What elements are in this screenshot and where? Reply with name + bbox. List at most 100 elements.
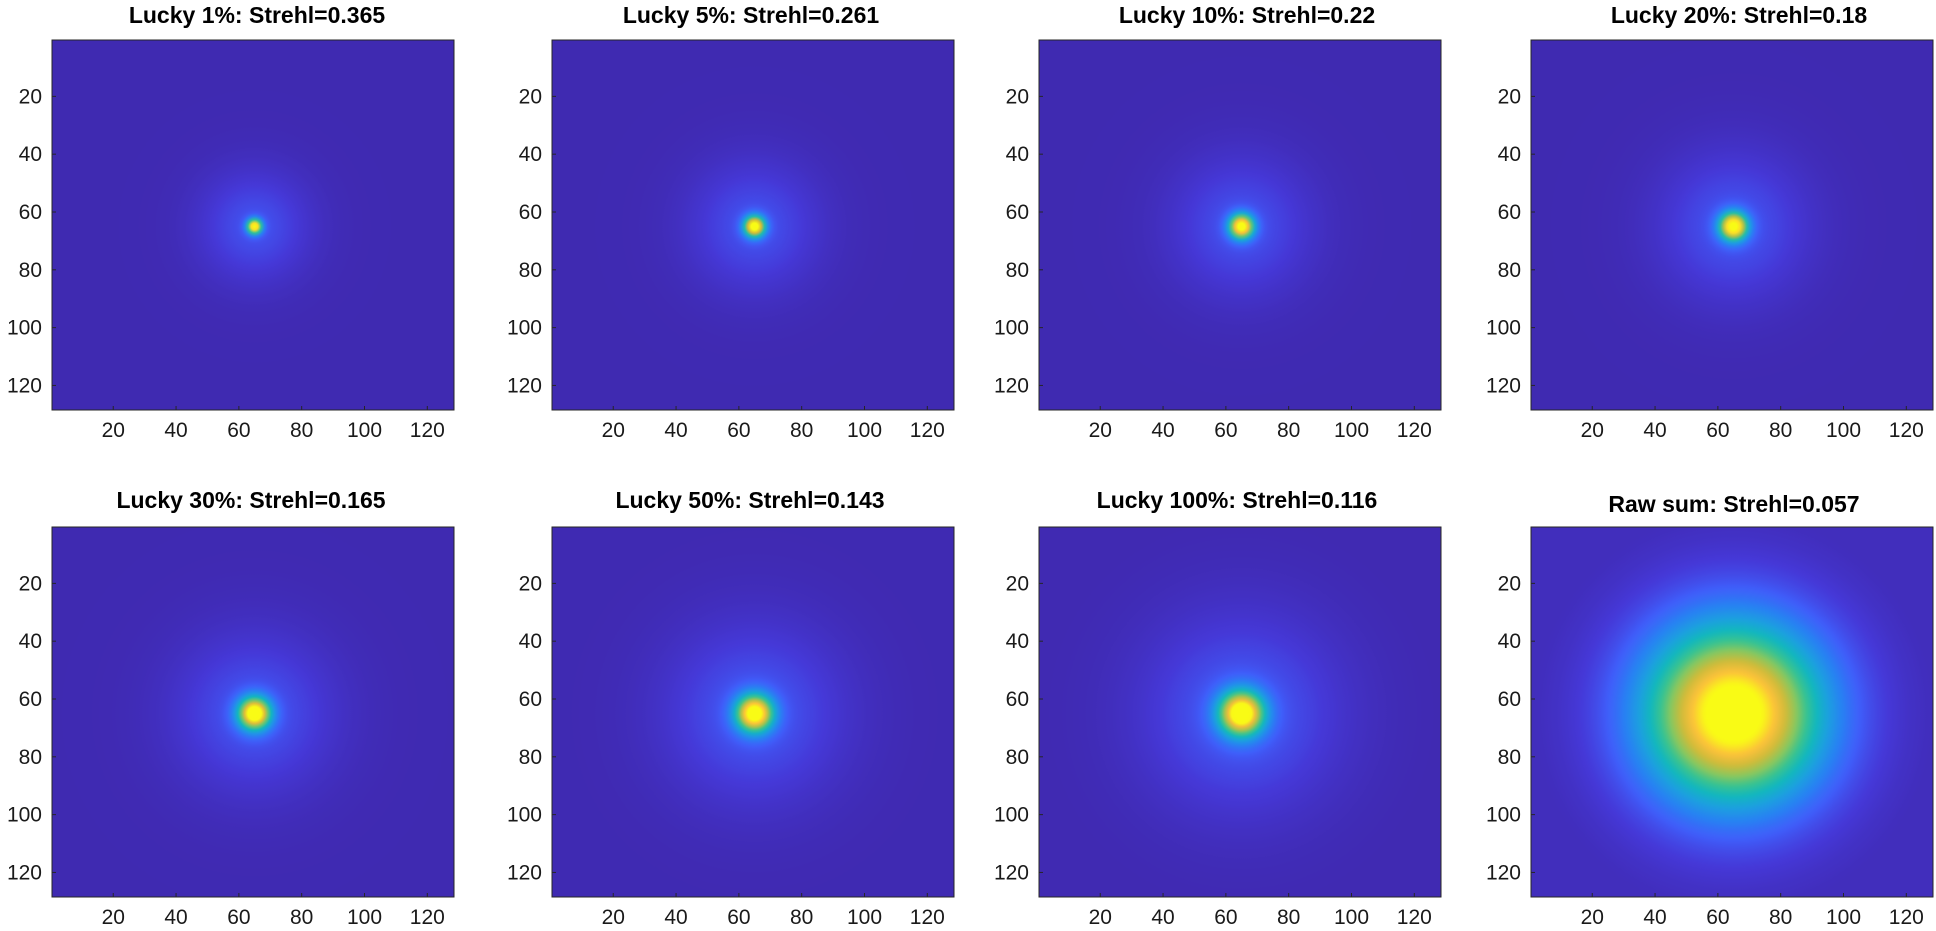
y-tick-label: 120 <box>7 374 42 397</box>
x-tick-label: 100 <box>1826 906 1861 929</box>
x-tick-label: 60 <box>727 419 750 442</box>
y-tick-label: 80 <box>519 259 542 282</box>
x-tick-label: 40 <box>164 906 187 929</box>
y-tick-label: 60 <box>19 201 42 224</box>
y-tick-label: 100 <box>507 804 542 827</box>
x-tick-label: 40 <box>1151 906 1174 929</box>
x-tick-label: 100 <box>347 419 382 442</box>
y-ticks: 20 40 60 80 100 120 <box>7 572 56 884</box>
y-tick-label: 60 <box>519 688 542 711</box>
x-tick-label: 20 <box>1089 419 1112 442</box>
y-tick-label: 80 <box>1498 746 1521 769</box>
panel-title: Lucky 50%: Strehl=0.143 <box>615 487 884 513</box>
y-tick-label: 20 <box>1498 572 1521 595</box>
y-ticks: 20 40 60 80 100 120 <box>1486 85 1535 397</box>
subplot-lucky-20: Lucky 20%: Strehl=0.18 20 40 60 80 100 120 20… <box>1486 2 1934 442</box>
y-tick-label: 100 <box>994 317 1029 340</box>
x-tick-label: 40 <box>1151 419 1174 442</box>
y-tick-label: 40 <box>19 630 42 653</box>
subplot-lucky-50: Lucky 50%: Strehl=0.143 20 40 60 80 100 120 2… <box>507 487 955 929</box>
y-tick-label: 40 <box>1006 630 1029 653</box>
x-tick-label: 20 <box>602 419 625 442</box>
y-tick-label: 20 <box>1006 572 1029 595</box>
x-tick-label: 20 <box>102 419 125 442</box>
y-tick-label: 40 <box>1006 143 1029 166</box>
x-tick-label: 40 <box>664 419 687 442</box>
y-tick-label: 60 <box>1498 688 1521 711</box>
psf-image <box>552 527 954 897</box>
y-tick-label: 40 <box>519 143 542 166</box>
panel-title: Lucky 1%: Strehl=0.365 <box>129 2 386 28</box>
x-ticks: 20 40 60 80 100 120 <box>1581 406 1924 442</box>
axes-box <box>1038 39 1442 411</box>
psf-image <box>52 40 454 410</box>
y-tick-label: 100 <box>1486 317 1521 340</box>
y-tick-label: 120 <box>994 861 1029 884</box>
x-tick-label: 100 <box>347 906 382 929</box>
x-tick-label: 80 <box>290 906 313 929</box>
x-tick-label: 100 <box>1334 906 1369 929</box>
y-tick-label: 100 <box>1486 804 1521 827</box>
axes-box <box>551 39 955 411</box>
x-tick-label: 60 <box>1214 419 1237 442</box>
x-tick-label: 100 <box>847 419 882 442</box>
psf-image <box>1039 40 1441 410</box>
x-tick-label: 20 <box>102 906 125 929</box>
y-tick-label: 120 <box>7 861 42 884</box>
y-ticks: 20 40 60 80 100 120 <box>1486 572 1535 884</box>
psf-image <box>1039 527 1441 897</box>
x-tick-label: 60 <box>227 419 250 442</box>
x-tick-label: 120 <box>1889 419 1924 442</box>
x-tick-label: 60 <box>1214 906 1237 929</box>
y-tick-label: 40 <box>1498 143 1521 166</box>
y-tick-label: 120 <box>1486 374 1521 397</box>
x-tick-label: 40 <box>164 419 187 442</box>
x-tick-label: 100 <box>1826 419 1861 442</box>
subplot-lucky-10: Lucky 10%: Strehl=0.22 20 40 60 80 100 120 20… <box>994 2 1442 442</box>
y-tick-label: 120 <box>507 861 542 884</box>
x-tick-label: 80 <box>290 419 313 442</box>
x-ticks: 20 40 60 80 100 120 <box>102 893 445 929</box>
subplot-raw-sum: Raw sum: Strehl=0.057 20 40 60 80 100 120 20 4… <box>1486 491 1934 929</box>
psf-image <box>1531 40 1933 410</box>
x-tick-label: 120 <box>910 419 945 442</box>
y-tick-label: 80 <box>1006 259 1029 282</box>
x-tick-label: 20 <box>1581 419 1604 442</box>
psf-image <box>552 40 954 410</box>
subplot-lucky-100: Lucky 100%: Strehl=0.116 20 40 60 80 100 120 … <box>994 487 1442 929</box>
y-tick-label: 40 <box>519 630 542 653</box>
psf-image <box>1531 527 1933 897</box>
x-tick-label: 60 <box>727 906 750 929</box>
y-tick-label: 40 <box>19 143 42 166</box>
x-ticks: 20 40 60 80 100 120 <box>1581 893 1924 929</box>
panel-title: Lucky 100%: Strehl=0.116 <box>1097 487 1378 513</box>
y-tick-label: 20 <box>1006 85 1029 108</box>
axes-box <box>1038 526 1442 898</box>
x-tick-label: 100 <box>1334 419 1369 442</box>
x-tick-label: 80 <box>790 906 813 929</box>
panel-title: Lucky 20%: Strehl=0.18 <box>1611 2 1868 28</box>
axes-box <box>551 526 955 898</box>
x-tick-label: 120 <box>1397 419 1432 442</box>
x-tick-label: 100 <box>847 906 882 929</box>
y-tick-label: 60 <box>1498 201 1521 224</box>
x-tick-label: 80 <box>1769 419 1792 442</box>
y-ticks: 20 40 60 80 100 120 <box>507 572 556 884</box>
y-tick-label: 60 <box>1006 201 1029 224</box>
subplot-lucky-5: Lucky 5%: Strehl=0.261 20 40 60 80 100 120 20… <box>507 2 955 442</box>
x-tick-label: 20 <box>1089 906 1112 929</box>
y-tick-label: 100 <box>507 317 542 340</box>
y-tick-label: 80 <box>1006 746 1029 769</box>
x-tick-label: 20 <box>1581 906 1604 929</box>
psf-image <box>52 527 454 897</box>
y-tick-label: 20 <box>19 572 42 595</box>
y-tick-label: 60 <box>519 201 542 224</box>
x-ticks: 20 40 60 80 100 120 <box>1089 893 1432 929</box>
y-tick-label: 60 <box>1006 688 1029 711</box>
x-tick-label: 80 <box>1769 906 1792 929</box>
y-ticks: 20 40 60 80 100 120 <box>994 572 1043 884</box>
x-tick-label: 40 <box>664 906 687 929</box>
x-tick-label: 120 <box>410 906 445 929</box>
y-tick-label: 100 <box>994 804 1029 827</box>
